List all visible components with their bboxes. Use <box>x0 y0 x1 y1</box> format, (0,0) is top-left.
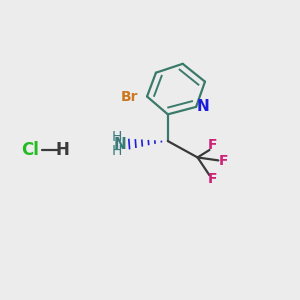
Text: N: N <box>196 99 209 114</box>
Text: F: F <box>219 154 229 168</box>
Text: F: F <box>208 138 217 152</box>
Text: H: H <box>111 130 122 144</box>
Text: N: N <box>113 136 126 152</box>
Text: Cl: Cl <box>21 141 39 159</box>
Text: H: H <box>56 141 69 159</box>
Text: Br: Br <box>120 89 138 103</box>
Text: H: H <box>111 145 122 158</box>
Text: F: F <box>208 172 217 186</box>
